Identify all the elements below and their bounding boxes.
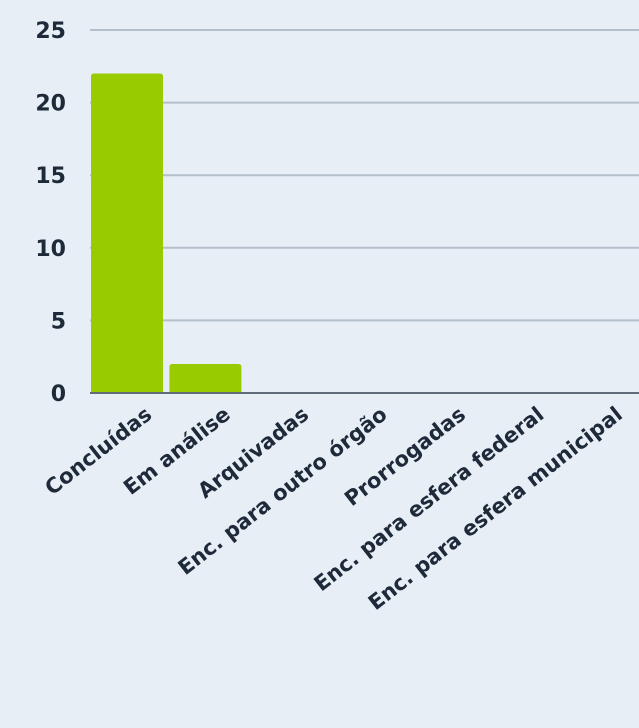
y-tick-label-20: 20 [35,92,66,117]
bar-1 [169,363,242,393]
y-tick-labels: 0 5 10 15 20 25 [35,19,66,407]
y-tick-label-5: 5 [51,309,66,334]
gridlines [90,29,639,322]
y-tick-label-0: 0 [51,382,66,407]
bar-0 [91,73,163,393]
y-tick-label-25: 25 [35,19,66,44]
y-tick-label-10: 10 [35,237,66,262]
bars [91,73,242,393]
y-tick-label-15: 15 [35,164,66,189]
